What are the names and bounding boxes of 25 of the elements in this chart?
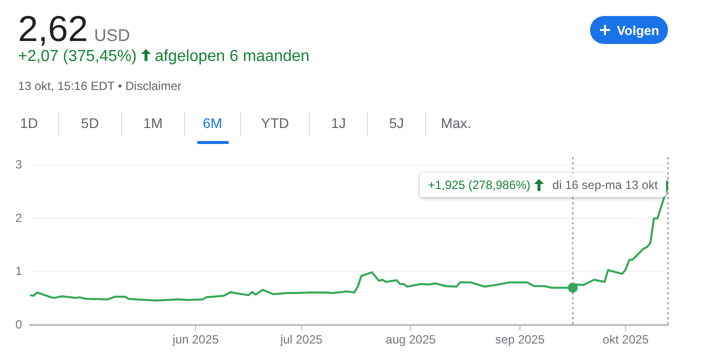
y-tick-label: 0 xyxy=(15,317,22,332)
text: 5D xyxy=(59,112,122,136)
y-tick-label: 2 xyxy=(15,210,22,225)
x-tick-label: okt 2025 xyxy=(602,332,650,347)
x-tick-label: jun 2025 xyxy=(172,332,220,347)
x-tick-label: jul 2025 xyxy=(279,332,323,347)
text: afgelopen 6 maanden xyxy=(154,48,310,65)
text: 1J xyxy=(310,112,368,136)
text: 6M xyxy=(185,112,241,136)
x-tick-label: aug 2025 xyxy=(386,332,436,347)
x-tick-label: sep 2025 xyxy=(495,332,545,347)
text: 1D xyxy=(0,112,59,136)
follow-button: Volgen xyxy=(590,16,668,44)
text: 1M xyxy=(122,112,185,136)
text: 5J xyxy=(368,112,426,136)
annotation: di 16 sep-ma 13 okt xyxy=(552,178,658,192)
y-tick-label: 1 xyxy=(15,264,22,278)
text: YTD xyxy=(241,112,310,136)
text: 13 okt, 15:16 EDT • Disclaimer xyxy=(18,79,182,93)
annotation: +1,925 (278,986%) xyxy=(428,178,530,192)
chart-title: 2,62 xyxy=(18,8,88,49)
y-tick-label: 3 xyxy=(15,158,22,172)
text: +2,07 (375,45%) xyxy=(18,48,137,65)
text: Max. xyxy=(440,114,472,133)
text: USD xyxy=(94,26,130,45)
